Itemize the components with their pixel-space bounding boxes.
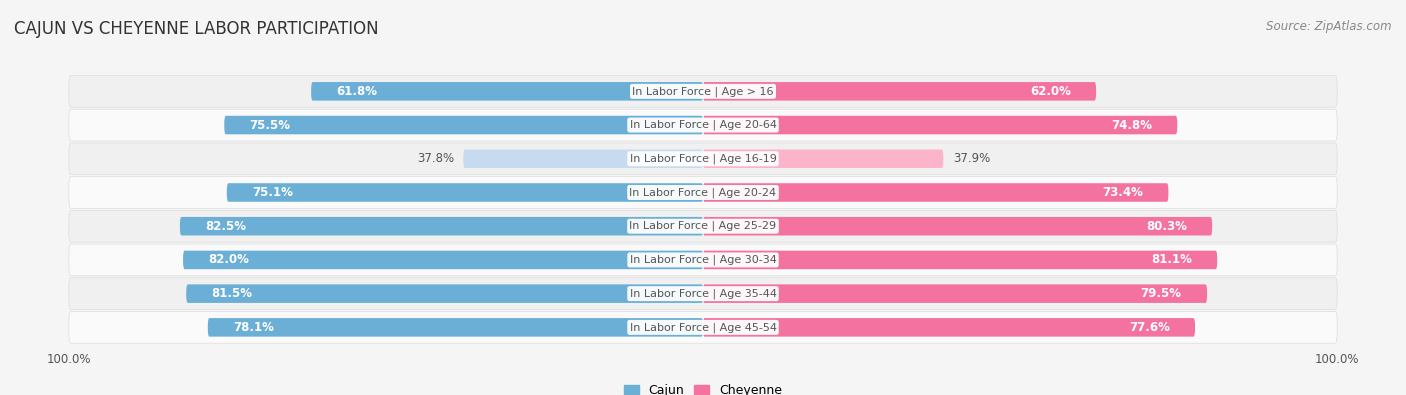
- Text: In Labor Force | Age 35-44: In Labor Force | Age 35-44: [630, 288, 776, 299]
- FancyBboxPatch shape: [180, 217, 703, 235]
- Text: CAJUN VS CHEYENNE LABOR PARTICIPATION: CAJUN VS CHEYENNE LABOR PARTICIPATION: [14, 20, 378, 38]
- Text: 74.8%: 74.8%: [1111, 118, 1152, 132]
- Text: 61.8%: 61.8%: [336, 85, 377, 98]
- FancyBboxPatch shape: [69, 278, 1337, 310]
- Text: Source: ZipAtlas.com: Source: ZipAtlas.com: [1267, 20, 1392, 33]
- Text: In Labor Force | Age 20-24: In Labor Force | Age 20-24: [630, 187, 776, 198]
- FancyBboxPatch shape: [703, 149, 943, 168]
- Text: 82.5%: 82.5%: [205, 220, 246, 233]
- FancyBboxPatch shape: [703, 183, 1168, 202]
- FancyBboxPatch shape: [703, 284, 1208, 303]
- FancyBboxPatch shape: [703, 116, 1177, 134]
- Text: 37.8%: 37.8%: [416, 152, 454, 165]
- FancyBboxPatch shape: [464, 149, 703, 168]
- Text: In Labor Force | Age 30-34: In Labor Force | Age 30-34: [630, 255, 776, 265]
- FancyBboxPatch shape: [69, 177, 1337, 208]
- Text: In Labor Force | Age 16-19: In Labor Force | Age 16-19: [630, 154, 776, 164]
- FancyBboxPatch shape: [703, 318, 1195, 337]
- FancyBboxPatch shape: [69, 75, 1337, 107]
- Text: In Labor Force | Age > 16: In Labor Force | Age > 16: [633, 86, 773, 97]
- FancyBboxPatch shape: [69, 312, 1337, 343]
- Text: 75.1%: 75.1%: [252, 186, 292, 199]
- FancyBboxPatch shape: [69, 143, 1337, 175]
- FancyBboxPatch shape: [703, 217, 1212, 235]
- Text: 62.0%: 62.0%: [1029, 85, 1071, 98]
- FancyBboxPatch shape: [69, 244, 1337, 276]
- FancyBboxPatch shape: [183, 251, 703, 269]
- FancyBboxPatch shape: [69, 109, 1337, 141]
- Text: 79.5%: 79.5%: [1140, 287, 1181, 300]
- Text: 73.4%: 73.4%: [1102, 186, 1143, 199]
- FancyBboxPatch shape: [703, 82, 1097, 101]
- FancyBboxPatch shape: [208, 318, 703, 337]
- FancyBboxPatch shape: [226, 183, 703, 202]
- FancyBboxPatch shape: [186, 284, 703, 303]
- FancyBboxPatch shape: [703, 251, 1218, 269]
- FancyBboxPatch shape: [311, 82, 703, 101]
- Text: 77.6%: 77.6%: [1129, 321, 1170, 334]
- Text: 80.3%: 80.3%: [1146, 220, 1187, 233]
- Text: 78.1%: 78.1%: [233, 321, 274, 334]
- Text: 75.5%: 75.5%: [250, 118, 291, 132]
- FancyBboxPatch shape: [225, 116, 703, 134]
- Text: In Labor Force | Age 20-64: In Labor Force | Age 20-64: [630, 120, 776, 130]
- Text: 37.9%: 37.9%: [953, 152, 990, 165]
- Text: In Labor Force | Age 45-54: In Labor Force | Age 45-54: [630, 322, 776, 333]
- Text: In Labor Force | Age 25-29: In Labor Force | Age 25-29: [630, 221, 776, 231]
- FancyBboxPatch shape: [69, 211, 1337, 242]
- Legend: Cajun, Cheyenne: Cajun, Cheyenne: [619, 379, 787, 395]
- Text: 81.1%: 81.1%: [1152, 254, 1192, 267]
- Text: 81.5%: 81.5%: [211, 287, 253, 300]
- Text: 82.0%: 82.0%: [208, 254, 249, 267]
